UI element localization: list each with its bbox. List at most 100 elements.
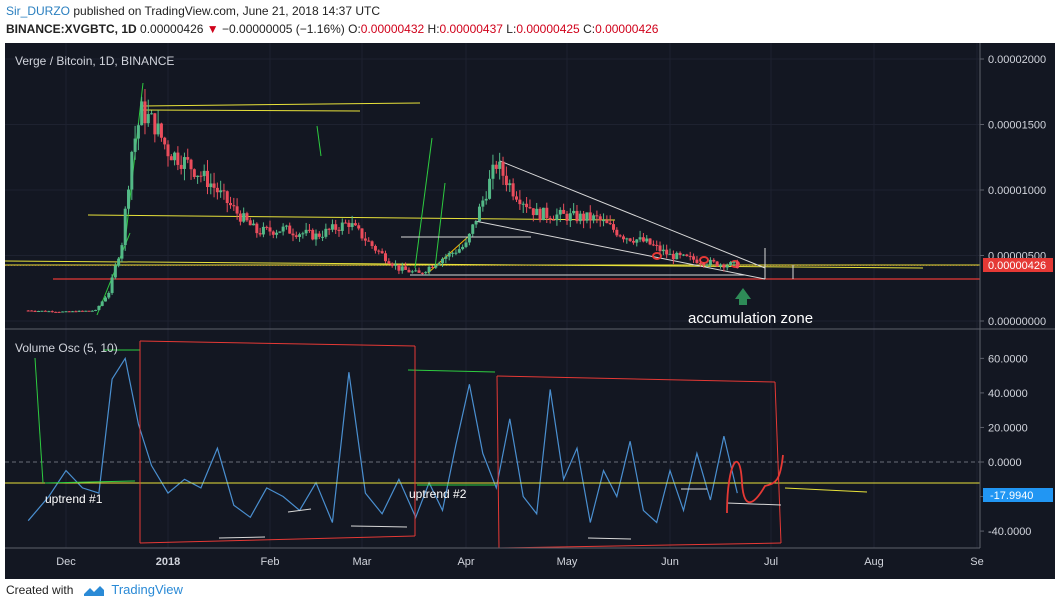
candle-body	[94, 309, 98, 311]
candle-body	[602, 220, 606, 222]
candle-body	[222, 190, 226, 192]
white-wedge-upper	[499, 160, 766, 269]
red-box-edge	[496, 375, 776, 383]
candle-body	[97, 305, 101, 310]
candle-body	[219, 190, 223, 193]
green-trend-line	[434, 182, 446, 269]
white-wedge-lower	[474, 220, 766, 280]
candle-body	[424, 272, 428, 274]
candle-body	[363, 238, 367, 241]
yellow-resistance-line	[141, 109, 361, 112]
candle-body	[304, 229, 308, 234]
candle-body	[156, 123, 160, 135]
candle-body	[444, 256, 448, 259]
tradingview-logo-icon	[84, 585, 105, 596]
red-circle-marker	[652, 252, 662, 260]
candle-body	[528, 207, 532, 209]
candle-body	[461, 246, 465, 250]
candle-body	[146, 114, 150, 124]
close-value: 0.00000426	[595, 22, 659, 36]
candle-body	[441, 258, 445, 264]
candle-body	[324, 228, 328, 237]
candle-body	[608, 223, 612, 225]
candle-body	[163, 137, 167, 145]
candle-body	[508, 183, 512, 186]
candle-body	[113, 265, 117, 278]
candle-body	[535, 208, 539, 216]
candle-body	[314, 233, 318, 240]
candle-body	[525, 203, 529, 208]
osc-last-tag: -17.9940	[983, 488, 1053, 502]
candle-body	[518, 199, 522, 205]
yellow-trend-line	[87, 214, 616, 221]
candle-body	[136, 125, 140, 139]
candle-body	[387, 261, 391, 264]
oscillator-plot	[27, 356, 738, 524]
red-squiggle-annotation	[726, 454, 784, 514]
green-resistance-line	[407, 369, 496, 373]
author-link[interactable]: Sir_DURZO	[6, 4, 71, 18]
candle-body	[337, 229, 341, 231]
tradingview-link[interactable]: TradingView	[111, 582, 183, 597]
red-box-edge	[774, 381, 782, 544]
price-drawings	[5, 82, 980, 316]
candle-body	[648, 238, 652, 245]
candle-body	[143, 101, 147, 124]
green-trend-line	[316, 125, 322, 157]
price-tick-label: 0.00000000	[988, 316, 1046, 328]
time-tick-label: Apr	[457, 556, 474, 568]
yellow-short-line	[784, 487, 868, 493]
candle-body	[562, 209, 566, 214]
candle-body	[199, 175, 203, 177]
candle-body	[498, 161, 502, 169]
time-tick-label: Dec	[56, 556, 76, 568]
candle-body	[215, 187, 219, 193]
open-value: 0.00000432	[360, 22, 425, 36]
candle-body	[67, 311, 71, 313]
candle-body	[166, 144, 170, 157]
candle-body	[668, 253, 672, 255]
candle-body	[511, 183, 515, 197]
candle-body	[268, 227, 272, 232]
candle-body	[330, 224, 334, 230]
low-label: L:	[506, 22, 517, 36]
ticker-line: BINANCE:XVGBTC, 1D 0.00000426 ▼ −0.00000…	[6, 22, 658, 36]
candle-body	[592, 215, 596, 221]
last-price: 0.00000426	[140, 22, 204, 36]
time-tick-label: Aug	[864, 556, 884, 568]
candle-body	[54, 311, 58, 313]
chart-frame[interactable]: Verge / Bitcoin, 1D, BINANCE Volume Osc …	[5, 43, 1055, 579]
low-value: 0.00000425	[516, 22, 580, 36]
candle-body	[615, 229, 619, 236]
candle-body	[712, 259, 716, 262]
symbol-label: BINANCE:XVGBTC, 1D	[6, 22, 137, 36]
candle-body	[182, 157, 186, 169]
candle-body	[340, 222, 344, 231]
candle-body	[353, 223, 357, 226]
candle-body	[661, 249, 665, 252]
candle-body	[383, 253, 387, 262]
footer: Created with TradingView	[6, 582, 183, 597]
candle-body	[471, 224, 475, 234]
candle-body	[334, 224, 338, 230]
price-change: −0.00000005 (−1.16%)	[222, 22, 345, 36]
candle-body	[628, 238, 632, 241]
candle-body	[173, 152, 177, 161]
osc-tick-label: 0.0000	[988, 457, 1022, 469]
candle-body	[538, 208, 542, 221]
oscillator-drawings	[5, 340, 980, 549]
candle-body	[87, 310, 91, 312]
candle-body	[90, 310, 94, 312]
candle-body	[235, 206, 239, 214]
candle-body	[618, 235, 622, 237]
candle-body	[261, 226, 265, 235]
chart-svg[interactable]: Verge / Bitcoin, 1D, BINANCE Volume Osc …	[5, 43, 1055, 579]
candle-body	[84, 310, 88, 312]
candle-body	[565, 213, 569, 221]
uptrend-2-label: uptrend #2	[409, 487, 467, 501]
candle-body	[209, 183, 213, 188]
candle-body	[531, 208, 535, 216]
down-arrow-icon: ▼	[206, 22, 219, 36]
candle-body	[153, 113, 157, 135]
candle-body	[582, 213, 586, 221]
